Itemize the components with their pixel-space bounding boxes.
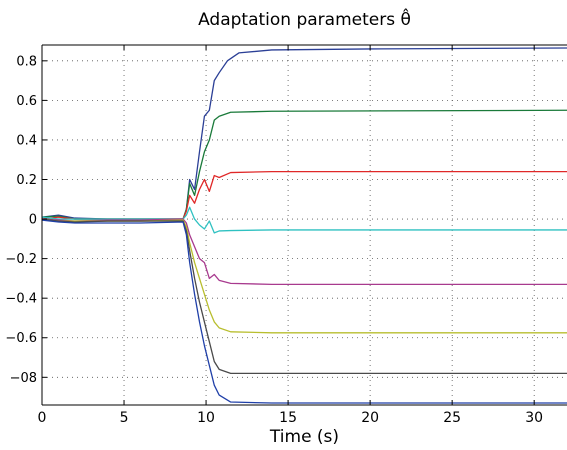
series-line-5 — [41, 218, 567, 285]
y-tick-label: 0 — [29, 213, 37, 228]
y-tick-label: 0.8 — [16, 54, 37, 69]
series-line-3 — [41, 170, 567, 220]
y-tick-label: −08 — [10, 371, 37, 386]
x-axis-label: Time (s) — [269, 427, 340, 447]
y-tick-label: −0.6 — [5, 331, 37, 346]
x-tick-label: 15 — [279, 410, 297, 426]
y-tick-label: 0.4 — [16, 133, 37, 148]
x-tick-label: 25 — [443, 410, 461, 426]
x-tick-label: 20 — [361, 410, 379, 426]
series-line-4 — [41, 206, 567, 234]
y-tick-label: −0.4 — [5, 292, 37, 307]
x-tick-label: 30 — [525, 410, 543, 426]
x-tick-label: 0 — [38, 410, 47, 426]
series-line-2 — [41, 109, 567, 220]
series-line-7 — [41, 218, 567, 374]
chart-title: Adaptation parameters θ̂ — [198, 10, 411, 30]
y-tick-label: −0.2 — [5, 252, 37, 267]
series-line-8 — [41, 219, 567, 404]
series-line-6 — [41, 218, 567, 334]
x-tick-label: 10 — [197, 410, 215, 426]
y-tick-label: 0.2 — [16, 173, 37, 188]
x-tick-label: 5 — [120, 410, 129, 426]
series-line-1 — [41, 47, 567, 220]
y-tick-label: 0.6 — [16, 94, 37, 109]
